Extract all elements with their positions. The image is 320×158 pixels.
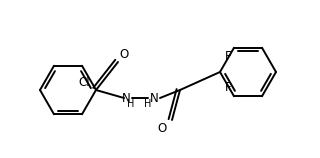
Text: O: O — [158, 122, 167, 135]
Text: N: N — [150, 91, 158, 104]
Text: O: O — [119, 48, 128, 61]
Text: N: N — [122, 91, 130, 104]
Text: H: H — [127, 99, 135, 109]
Text: H: H — [144, 99, 152, 109]
Text: Cl: Cl — [78, 76, 90, 89]
Text: F: F — [225, 50, 232, 63]
Text: F: F — [225, 81, 232, 94]
